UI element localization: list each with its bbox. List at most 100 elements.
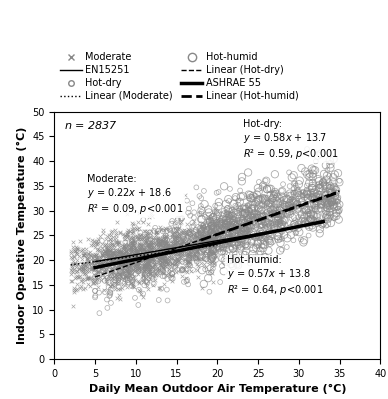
Point [96,247,102,253]
Point [208,257,214,263]
Point [188,239,194,246]
Point [132,265,139,271]
Point [224,231,230,238]
Point [189,240,195,247]
Point [331,204,337,210]
Point [333,210,339,216]
Point [177,259,183,266]
Point [202,237,208,244]
Point [85,275,91,281]
Point [129,242,135,249]
Point [287,197,293,203]
Point [303,220,309,226]
Point [146,239,152,246]
Point [97,252,103,258]
Point [128,265,134,271]
Point [157,244,163,251]
Point [255,205,261,211]
Point [245,237,251,244]
Point [178,241,185,247]
Point [232,215,238,222]
Point [163,241,169,247]
Point [274,211,280,217]
Point [145,221,151,227]
Point [223,219,229,225]
Point [181,242,187,249]
Point [129,283,135,289]
Point [137,244,143,251]
Point [116,263,122,269]
Point [126,257,132,264]
Point [71,284,78,291]
Point [198,229,204,235]
Point [174,248,180,255]
Point [133,247,139,253]
Point [269,210,275,216]
Point [185,243,192,249]
Point [270,222,276,229]
Point [128,262,135,268]
Point [112,227,118,233]
Point [108,272,114,279]
Point [123,244,129,251]
Point [279,188,285,194]
Point [246,222,253,228]
Point [154,243,160,249]
Point [189,253,195,259]
Point [290,200,296,206]
Point [246,207,253,213]
Point [228,262,234,269]
Point [110,248,116,255]
Point [81,261,88,268]
Point [163,226,169,232]
Point [128,280,134,286]
Point [79,261,85,267]
Point [283,210,289,217]
Point [133,251,140,257]
Point [324,200,330,206]
Point [97,233,103,240]
Point [209,225,215,232]
Point [332,193,338,200]
Point [260,194,267,200]
Point [124,231,130,237]
Point [265,230,271,237]
Point [161,257,168,263]
Point [126,270,133,276]
Point [242,252,248,258]
Point [222,223,228,230]
Point [159,238,165,244]
Point [114,241,120,248]
Point [144,243,150,250]
Point [203,264,209,270]
Point [134,254,140,261]
Point [109,266,116,272]
Point [282,202,288,208]
Point [122,257,128,263]
Point [135,259,141,265]
Point [194,255,201,261]
Point [233,204,239,210]
Point [226,230,232,236]
Point [184,245,190,251]
Point [279,194,285,200]
Point [167,243,173,249]
Point [137,264,144,271]
Point [241,233,248,240]
Point [257,196,263,202]
Point [135,268,142,274]
Point [157,255,163,261]
Point [120,249,126,256]
Point [74,249,81,255]
Point [80,269,86,275]
Point [144,249,150,256]
Point [282,201,289,207]
Point [181,279,187,285]
Point [200,224,206,231]
Point [186,235,192,241]
Point [144,249,150,255]
Point [112,249,118,256]
Point [187,231,193,237]
Point [185,251,192,257]
Point [103,263,109,270]
